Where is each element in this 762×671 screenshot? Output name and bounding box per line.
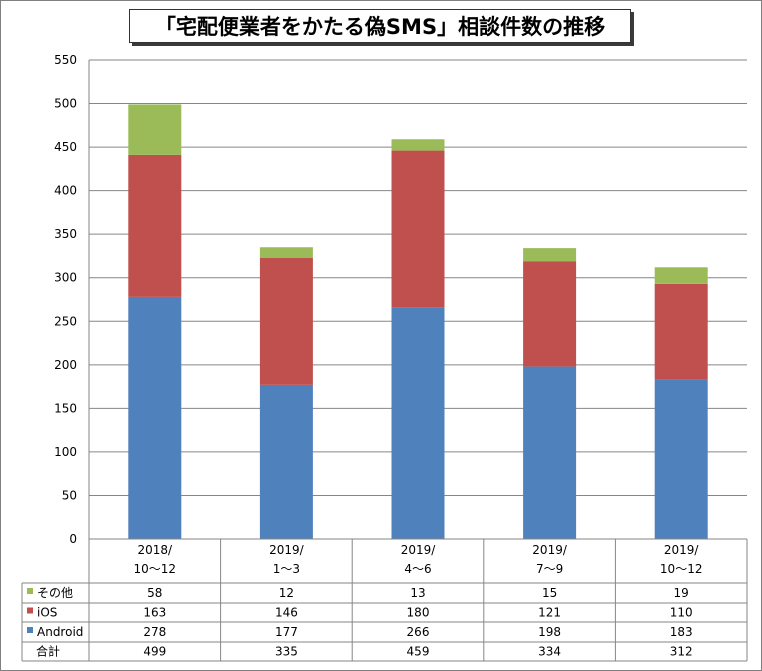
table-cell-value: 278 [143,625,166,639]
chart-title: 「宅配便業者をかたる偽SMS」相談件数の推移 [129,9,631,43]
bar-iOS-3 [523,261,577,367]
bar-その他-0 [128,104,182,155]
y-tick-label: 150 [54,401,77,415]
y-tick-label: 350 [54,227,77,241]
table-cell-value: 459 [407,645,430,659]
bar-iOS-1 [259,257,313,385]
y-tick-label: 550 [54,53,77,67]
table-cell-value: 163 [143,606,166,620]
table-cell-value: 312 [670,645,693,659]
x-tick-label: 2019/ [664,543,700,557]
table-row-label: iOS [37,606,57,620]
table-cell-value: 12 [279,586,294,600]
table-cell-value: 146 [275,606,298,620]
bar-その他-2 [391,139,445,151]
x-tick-label: 1〜3 [273,562,300,576]
legend-key-Android [27,627,33,633]
bar-Android-3 [523,366,577,539]
table-cell-value: 15 [542,586,557,600]
y-tick-label: 450 [54,140,77,154]
y-tick-label: 500 [54,97,77,111]
table-cell-value: 110 [670,606,693,620]
table-row-label: その他 [37,586,73,600]
table-cell-value: 19 [674,586,689,600]
bar-iOS-2 [391,150,445,308]
table-cell-value: 334 [538,645,561,659]
y-tick-label: 100 [54,445,77,459]
x-tick-label: 2018/ [138,543,174,557]
table-cell-value: 13 [410,586,425,600]
table-cell-value: 183 [670,625,693,639]
y-tick-label: 50 [62,488,77,502]
bar-その他-3 [523,248,577,262]
x-tick-label: 2019/ [269,543,305,557]
legend-key-その他 [27,588,33,594]
bar-Android-2 [391,307,445,539]
table-cell-value: 180 [407,606,430,620]
table-cell-value: 177 [275,625,298,639]
bar-iOS-4 [654,283,708,380]
x-tick-label: 2019/ [532,543,568,557]
y-tick-label: 0 [69,532,77,546]
y-tick-label: 400 [54,184,77,198]
legend-key-iOS [27,607,33,614]
x-tick-label: 7〜9 [536,562,563,576]
bar-その他-1 [259,247,313,258]
bar-Android-1 [259,384,313,539]
bar-Android-0 [128,296,182,539]
y-tick-label: 300 [54,271,77,285]
bar-Android-4 [654,379,708,539]
table-cell-value: 121 [538,606,561,620]
table-cell-value: 198 [538,625,561,639]
table-row-label: Android [37,625,83,639]
y-tick-label: 250 [54,314,77,328]
x-tick-label: 2019/ [401,543,437,557]
x-tick-label: 10〜12 [660,562,703,576]
bar-iOS-0 [128,154,182,297]
x-tick-label: 10〜12 [134,562,177,576]
y-tick-label: 200 [54,358,77,372]
table-cell-value: 58 [147,586,162,600]
table-cell-value: 499 [143,645,166,659]
bar-その他-4 [654,267,708,284]
table-row-label: 合計 [36,644,60,659]
x-tick-label: 4〜6 [404,562,431,576]
table-cell-value: 266 [407,625,430,639]
table-cell-value: 335 [275,645,298,659]
